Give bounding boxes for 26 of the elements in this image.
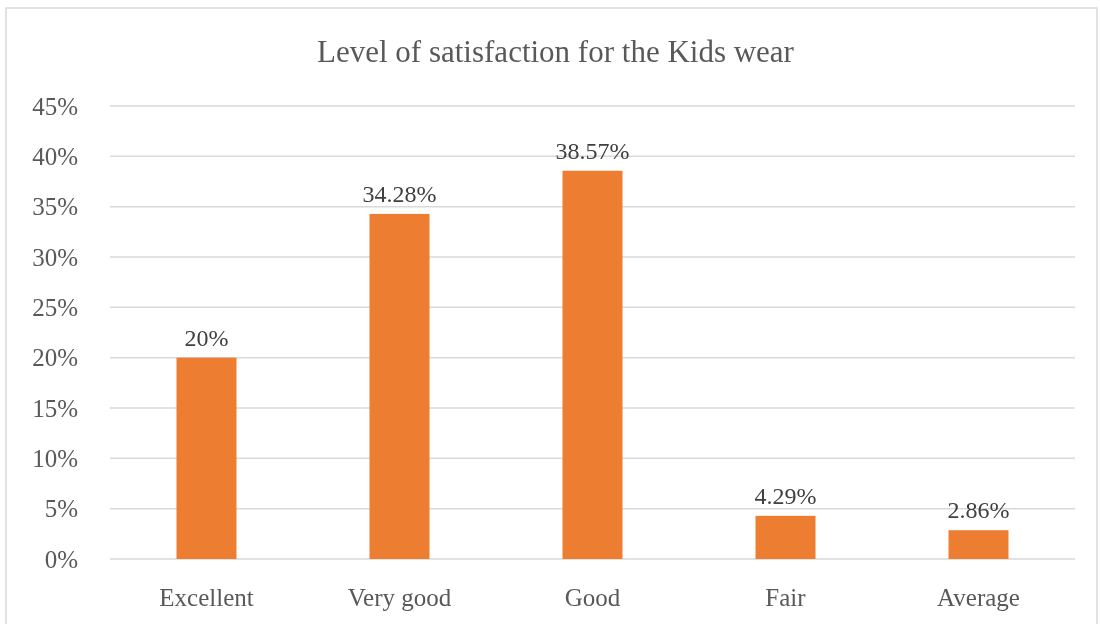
y-tick-label: 15% (32, 394, 78, 422)
y-tick-label: 30% (32, 243, 78, 271)
data-label: 2.86% (947, 497, 1010, 524)
y-tick-label: 25% (32, 294, 78, 322)
x-tick-label: Excellent (159, 584, 254, 611)
x-tick-label: Average (937, 584, 1020, 611)
y-tick-label: 40% (32, 143, 78, 171)
y-tick-label: 45% (32, 92, 78, 120)
bar (176, 357, 237, 559)
y-tick-label: 10% (32, 445, 78, 473)
data-label: 34.28% (362, 180, 437, 207)
bar (369, 213, 430, 559)
x-tick-label: Very good (347, 584, 452, 611)
x-tick-label: Good (564, 584, 621, 611)
bar (755, 515, 816, 559)
x-tick-label: Fair (765, 584, 807, 611)
data-label: 38.57% (555, 137, 630, 164)
y-tick-label: 20% (32, 344, 78, 372)
bar (948, 530, 1009, 559)
bar (562, 170, 623, 559)
chart-title: Level of satisfaction for the Kids wear (317, 34, 795, 69)
y-tick-label: 5% (44, 495, 78, 523)
data-label: 4.29% (754, 482, 817, 509)
y-tick-label: 35% (32, 193, 78, 221)
data-label: 20% (184, 324, 229, 351)
y-tick-label: 0% (44, 545, 78, 573)
